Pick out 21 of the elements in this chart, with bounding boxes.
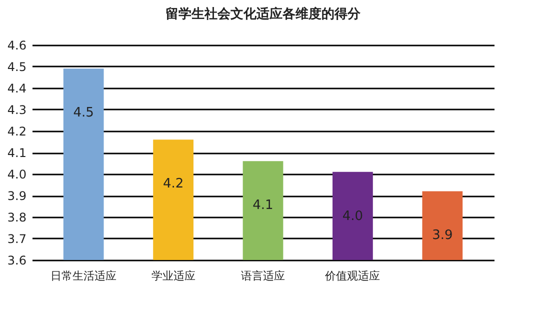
y-tick-label: 4.4 [7,82,26,96]
y-tick-label: 3.7 [7,232,26,246]
y-tick-label: 4.1 [7,146,26,160]
data-label: 3.9 [432,228,453,244]
y-tick-label: 3.6 [7,254,26,268]
data-label: 4.0 [342,208,364,224]
y-tick-label: 4.5 [7,60,26,74]
y-tick-label: 3.8 [7,210,26,224]
chart-title: 留学生社会文化适应各维度的得分 [166,6,362,22]
y-tick-label: 4.2 [7,124,26,138]
y-tick-label: 4.0 [7,168,26,182]
y-tick-label: 4.6 [7,38,26,52]
x-tick-label: 价值观适应 [324,270,380,282]
x-tick-label: 日常生活适应 [50,270,117,282]
data-label: 4.5 [73,106,94,121]
x-tick-label: 语言适应 [241,270,285,282]
x-tick-label: 学业适应 [151,270,196,282]
y-tick-label: 4.3 [7,103,26,117]
y-tick-label: 3.9 [7,189,26,203]
data-label: 4.2 [162,176,184,192]
data-label: 4.1 [252,198,274,214]
